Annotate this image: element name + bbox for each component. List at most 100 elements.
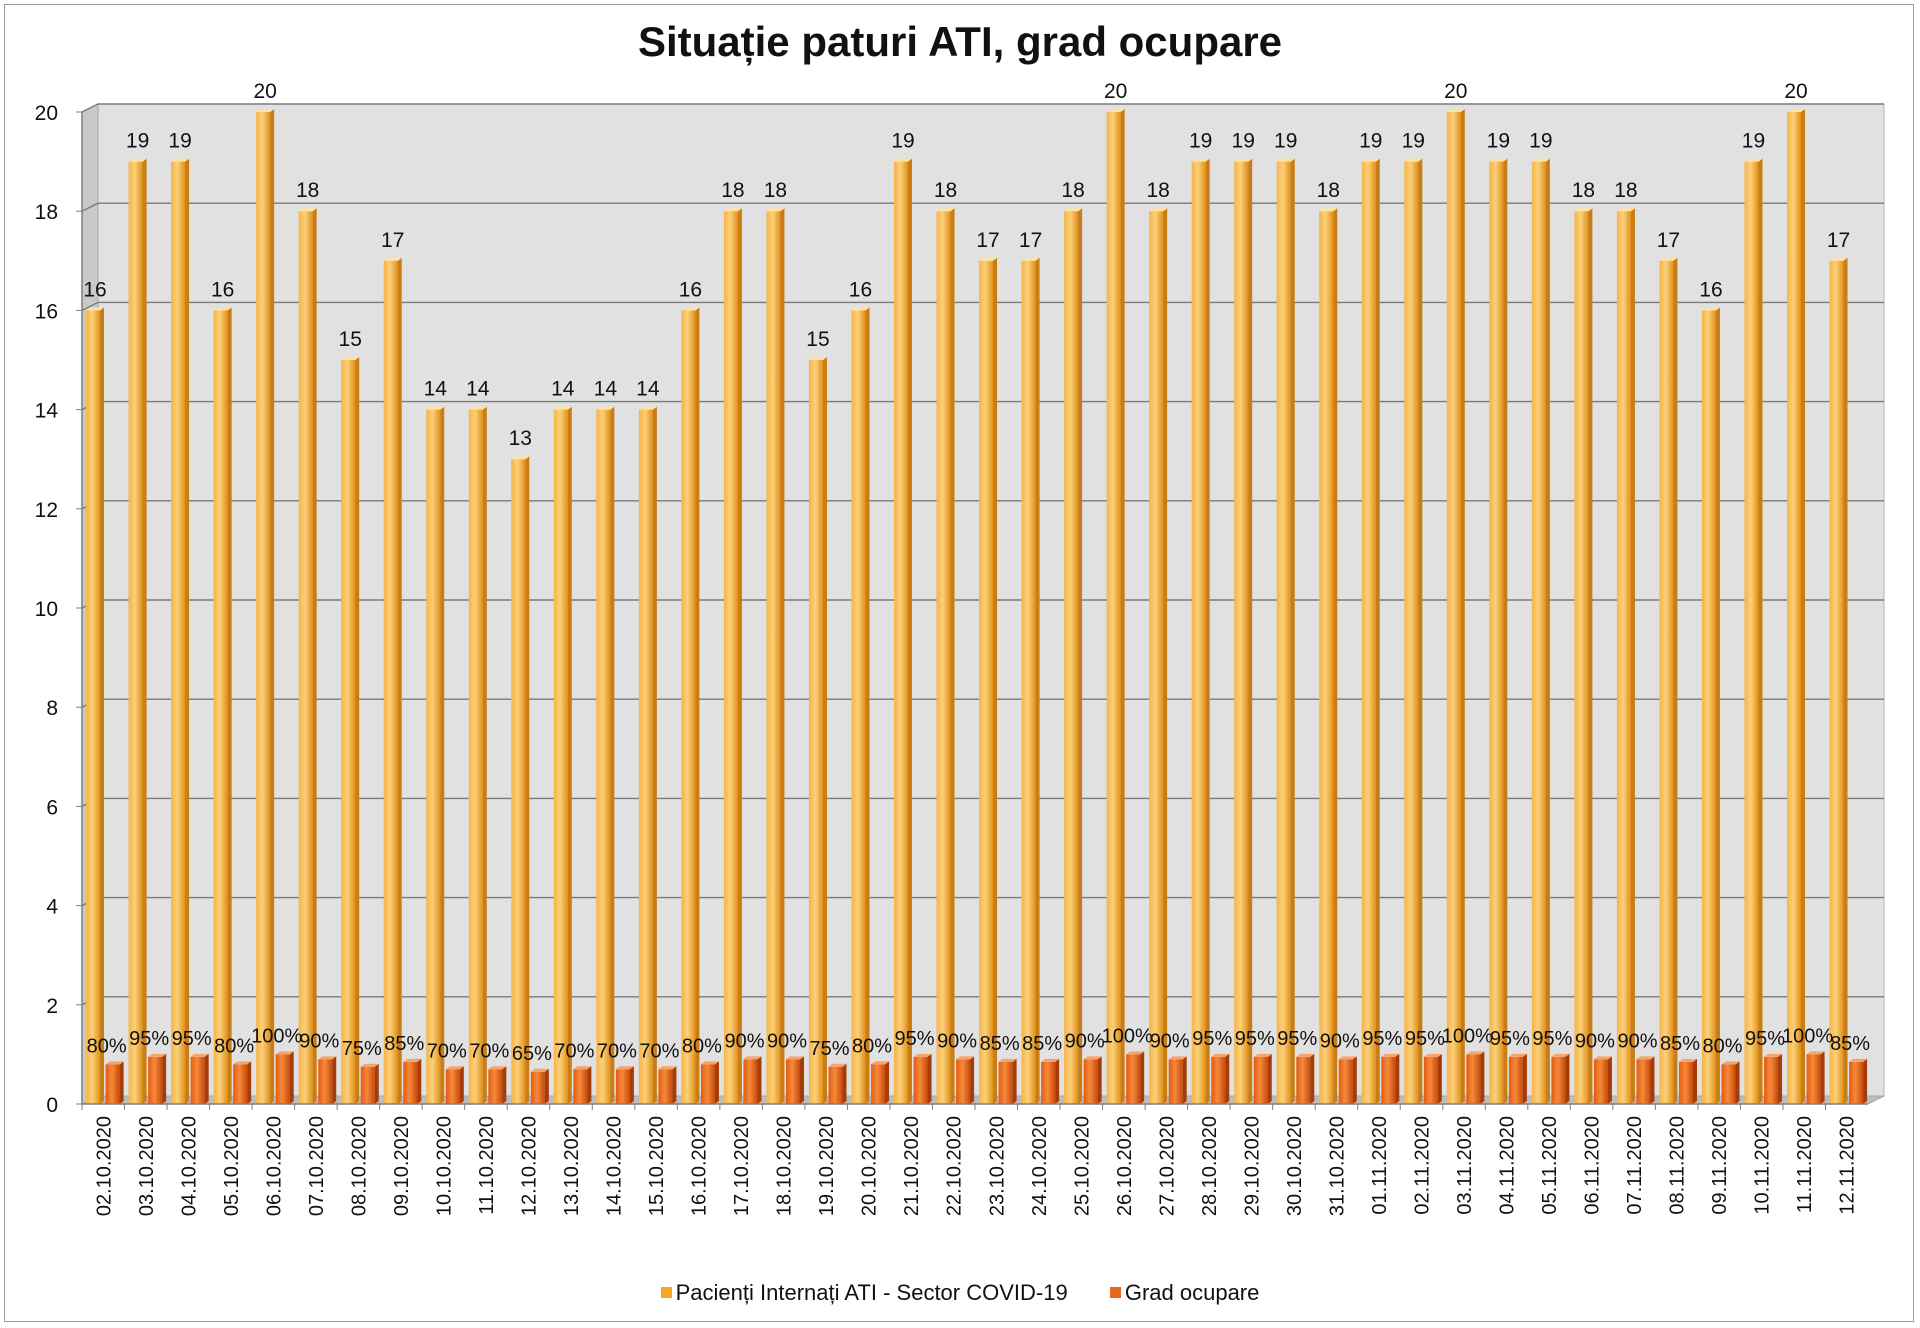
bar-patients-front bbox=[1829, 260, 1844, 1104]
bar-patients bbox=[1106, 109, 1125, 1104]
bar-occupancy-front bbox=[1296, 1056, 1311, 1104]
bar-patients-front bbox=[341, 360, 356, 1104]
data-label-patients: 19 bbox=[1529, 130, 1552, 153]
x-tick-label: 04.10.2020 bbox=[178, 1116, 200, 1216]
bar-patients-top bbox=[468, 406, 487, 410]
bar-occupancy-side bbox=[1182, 1056, 1187, 1104]
bar-patients-top bbox=[766, 208, 785, 212]
data-label-patients: 20 bbox=[253, 80, 276, 103]
bar-occupancy-side bbox=[587, 1066, 592, 1104]
x-tick-label: 05.10.2020 bbox=[221, 1116, 243, 1216]
bar-occupancy-front bbox=[998, 1061, 1013, 1104]
bar-patients-top bbox=[341, 357, 360, 360]
bar-occupancy-top bbox=[1338, 1056, 1357, 1060]
bar-occupancy-front bbox=[275, 1054, 290, 1104]
bar-occupancy-front bbox=[530, 1071, 545, 1104]
bar-patients-side bbox=[1843, 257, 1848, 1104]
bar-patients-front bbox=[979, 260, 994, 1104]
bar-occupancy-top bbox=[1466, 1051, 1485, 1055]
bar-patients-top bbox=[638, 406, 657, 410]
data-label-occupancy: 75% bbox=[810, 1038, 850, 1060]
bar-occupancy bbox=[700, 1061, 719, 1104]
x-tick-label: 27.10.2020 bbox=[1156, 1116, 1178, 1216]
bar-patients-front bbox=[553, 409, 568, 1105]
bar-occupancy-front bbox=[1678, 1061, 1693, 1104]
bar-occupancy-top bbox=[1126, 1051, 1145, 1055]
bar-patients-side bbox=[610, 406, 615, 1105]
legend-item-occupancy: Grad ocupare bbox=[1109, 1280, 1259, 1306]
bar-occupancy-top bbox=[1806, 1051, 1825, 1055]
data-label-occupancy: 70% bbox=[427, 1040, 467, 1062]
data-label-occupancy: 95% bbox=[1277, 1028, 1317, 1050]
bar-patients-side bbox=[780, 208, 785, 1104]
x-tick-label: 12.11.2020 bbox=[1837, 1116, 1859, 1215]
x-tick-label: 18.10.2020 bbox=[774, 1116, 796, 1216]
bar-occupancy bbox=[1126, 1051, 1145, 1104]
bar-occupancy-top bbox=[445, 1066, 464, 1070]
x-axis: 02.10.2020 03.10.2020 04.10.2020 05.10.2020… bbox=[81, 1103, 1868, 1216]
bar-patients-side bbox=[737, 208, 742, 1104]
data-label-occupancy: 80% bbox=[682, 1035, 722, 1057]
bar-patients-front bbox=[1574, 211, 1589, 1104]
bar-patients bbox=[468, 406, 487, 1105]
bar-occupancy-top bbox=[1253, 1053, 1272, 1057]
bar-patients-front bbox=[936, 211, 951, 1104]
bar-patients-side bbox=[482, 406, 487, 1105]
bar-patients-front bbox=[723, 211, 738, 1104]
bar-patients bbox=[808, 357, 827, 1104]
bar-occupancy-top bbox=[615, 1066, 634, 1070]
bar-patients-top bbox=[298, 208, 317, 212]
bar-occupancy bbox=[871, 1061, 890, 1104]
bar-occupancy bbox=[403, 1058, 422, 1104]
bar-occupancy-front bbox=[785, 1059, 800, 1104]
bar-patients bbox=[1234, 158, 1253, 1105]
data-label-patients: 18 bbox=[764, 179, 787, 202]
bar-occupancy-side bbox=[1012, 1058, 1017, 1104]
bar-occupancy bbox=[956, 1056, 975, 1104]
bar-patients-front bbox=[1021, 260, 1036, 1104]
bar-patients-front bbox=[1787, 112, 1802, 1104]
data-label-patients: 19 bbox=[126, 130, 149, 153]
x-tick-label: 10.11.2020 bbox=[1752, 1116, 1774, 1215]
bar-occupancy-front bbox=[956, 1059, 971, 1104]
bar-occupancy bbox=[1636, 1056, 1655, 1104]
data-label-occupancy: 75% bbox=[342, 1038, 382, 1060]
bar-occupancy-side bbox=[1863, 1058, 1868, 1104]
bar-occupancy-front bbox=[1253, 1056, 1268, 1104]
bar-occupancy bbox=[573, 1066, 592, 1104]
bar-patients-side bbox=[270, 109, 275, 1104]
bar-occupancy-side bbox=[927, 1053, 932, 1104]
y-tick-label: 2 bbox=[46, 995, 58, 1018]
bar-patients-side bbox=[1630, 208, 1635, 1104]
chart-frame bbox=[4, 4, 1914, 1322]
data-label-patients: 19 bbox=[1742, 130, 1765, 153]
bar-patients bbox=[1489, 158, 1508, 1105]
bar-patients-side bbox=[950, 208, 955, 1104]
bar-occupancy-front bbox=[913, 1056, 928, 1104]
bar-occupancy-top bbox=[1381, 1053, 1400, 1057]
bar-patients-side bbox=[1503, 158, 1508, 1105]
bar-occupancy-side bbox=[1225, 1053, 1230, 1104]
bar-occupancy bbox=[1721, 1061, 1740, 1104]
bar-patients bbox=[1319, 208, 1338, 1104]
data-label-patients: 17 bbox=[976, 229, 999, 252]
y-axis: 0 2 4 6 8 10 12 14 16 18 20 bbox=[35, 102, 83, 1117]
bar-patients bbox=[1659, 257, 1678, 1104]
bar-patients bbox=[298, 208, 317, 1104]
bar-patients-side bbox=[440, 406, 445, 1105]
bar-patients bbox=[511, 456, 530, 1104]
data-label-occupancy: 80% bbox=[87, 1035, 127, 1057]
data-label-occupancy: 95% bbox=[1532, 1028, 1572, 1050]
bar-occupancy bbox=[1764, 1053, 1783, 1104]
bar-occupancy-front bbox=[445, 1069, 460, 1104]
bar-patients bbox=[723, 208, 742, 1104]
bar-patients-front bbox=[1404, 161, 1419, 1105]
data-label-patients: 19 bbox=[1274, 130, 1297, 153]
bar-occupancy bbox=[1423, 1053, 1442, 1104]
bar-patients bbox=[86, 307, 105, 1104]
bar-occupancy bbox=[105, 1061, 124, 1104]
bar-occupancy-side bbox=[459, 1066, 464, 1104]
bar-patients-top bbox=[723, 208, 742, 212]
bar-patients-front bbox=[1616, 211, 1631, 1104]
bar-patients-top bbox=[383, 257, 402, 261]
